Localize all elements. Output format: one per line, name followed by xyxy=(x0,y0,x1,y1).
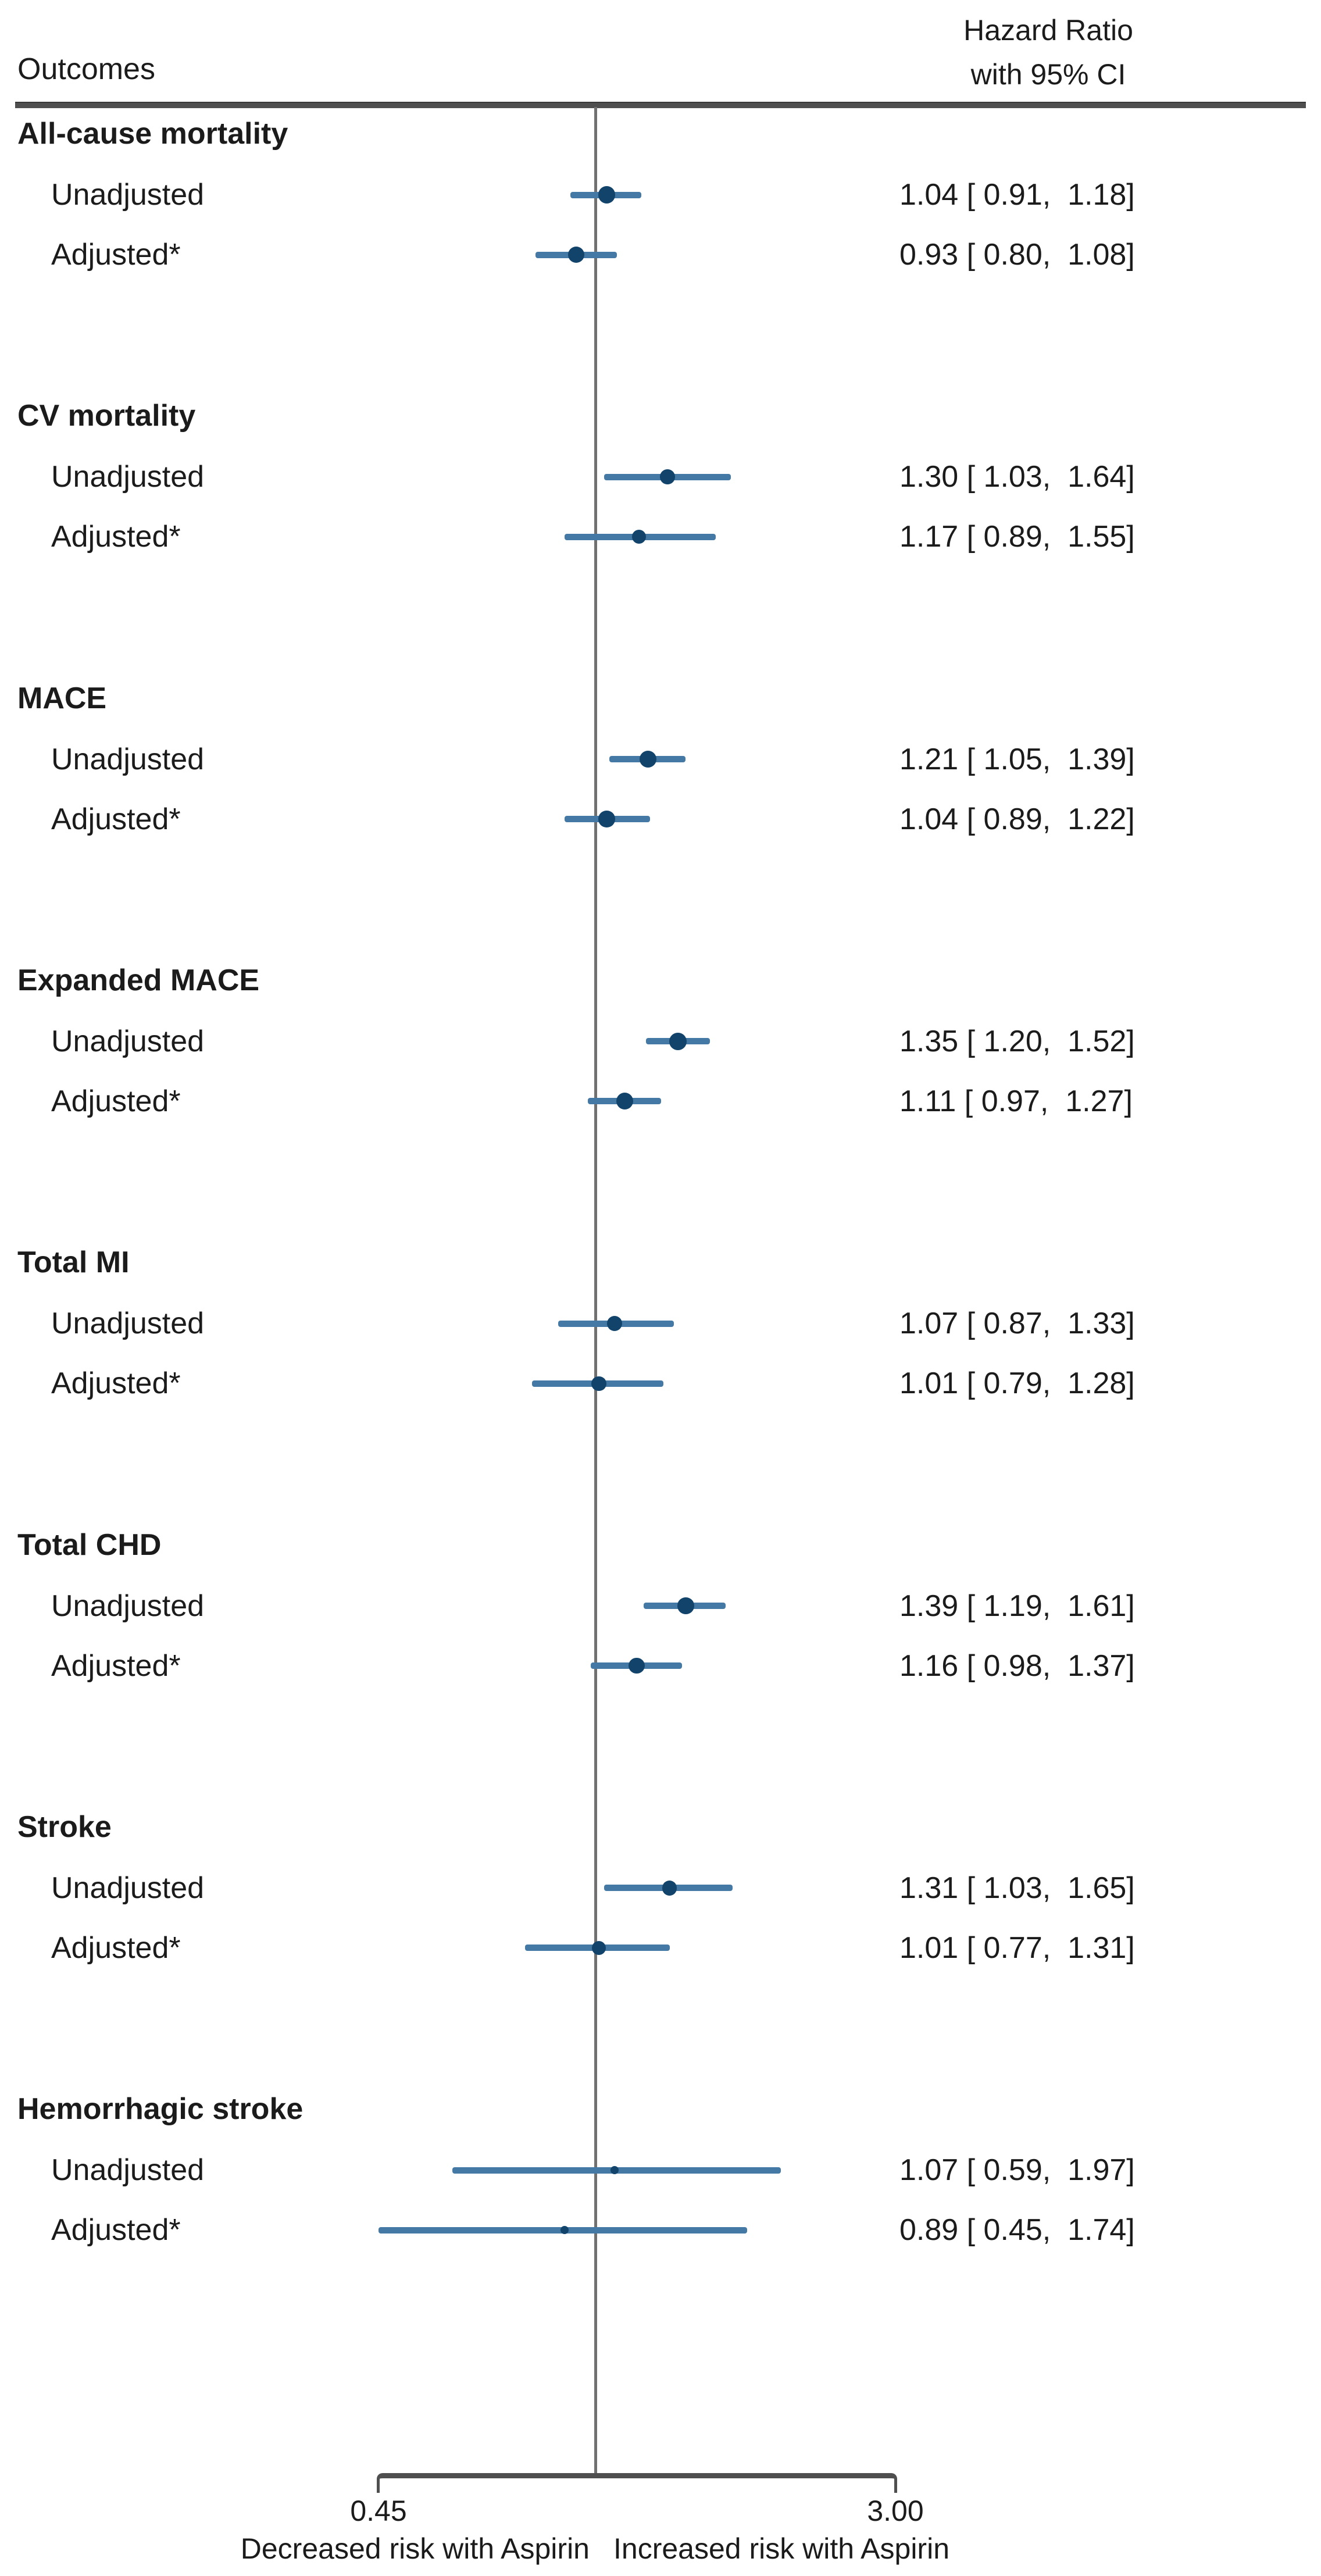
effect-value: 1.30 [ 1.03, 1.64] xyxy=(899,460,1135,494)
point-estimate-marker xyxy=(628,1657,645,1674)
point-estimate-marker xyxy=(591,1376,606,1391)
point-estimate-marker xyxy=(610,2166,619,2175)
row-label: Adjusted* xyxy=(51,1084,181,1118)
x-axis-tick-max: 3.00 xyxy=(867,2495,924,2527)
row-label: Adjusted* xyxy=(51,802,181,836)
effect-value: 1.17 [ 0.89, 1.55] xyxy=(899,520,1135,554)
outcome-group-label: Total CHD xyxy=(17,1528,162,1562)
effect-value: 1.04 [ 0.89, 1.22] xyxy=(899,802,1135,836)
reference-line xyxy=(594,107,597,2473)
row-label: Adjusted* xyxy=(51,1649,181,1683)
effect-value: 1.07 [ 0.59, 1.97] xyxy=(899,2153,1135,2188)
point-estimate-marker xyxy=(606,1316,623,1332)
effect-value: 0.89 [ 0.45, 1.74] xyxy=(899,2213,1135,2247)
point-estimate-marker xyxy=(640,751,656,768)
outcome-group-label: Total MI xyxy=(17,1246,130,1280)
point-estimate-marker xyxy=(598,811,615,827)
point-estimate-marker xyxy=(631,530,646,544)
point-estimate-marker xyxy=(567,246,585,263)
effect-value: 1.16 [ 0.98, 1.37] xyxy=(899,1649,1135,1683)
row-label: Unadjusted xyxy=(51,1871,205,1905)
effect-value: 1.21 [ 1.05, 1.39] xyxy=(899,742,1135,776)
row-label: Adjusted* xyxy=(51,1367,181,1401)
row-label: Unadjusted xyxy=(51,2153,205,2188)
point-estimate-marker xyxy=(591,1940,606,1955)
effect-value: 1.39 [ 1.19, 1.61] xyxy=(899,1589,1135,1623)
point-estimate-marker xyxy=(560,2226,569,2235)
point-estimate-marker xyxy=(677,1597,694,1614)
row-label: Unadjusted xyxy=(51,1589,205,1623)
effect-value: 1.07 [ 0.87, 1.33] xyxy=(899,1307,1135,1341)
outcome-group-label: Hemorrhagic stroke xyxy=(17,2092,304,2127)
point-estimate-marker xyxy=(598,186,616,204)
point-estimate-marker xyxy=(660,469,675,485)
effect-value: 1.01 [ 0.77, 1.31] xyxy=(899,1931,1135,1965)
outcome-group-label: Stroke xyxy=(17,1810,112,1844)
row-label: Adjusted* xyxy=(51,520,181,554)
increased-risk-annotation: Increased risk with Aspirin xyxy=(613,2532,950,2565)
effect-column-header: Hazard Ratio with 95% CI xyxy=(897,8,1199,97)
row-label: Unadjusted xyxy=(51,1024,205,1058)
row-label: Adjusted* xyxy=(51,2213,181,2247)
outcome-group-label: All-cause mortality xyxy=(17,117,288,151)
row-label: Unadjusted xyxy=(51,1307,205,1341)
effect-value: 1.11 [ 0.97, 1.27] xyxy=(899,1084,1133,1118)
outcome-group-label: CV mortality xyxy=(17,399,196,433)
header-rule xyxy=(15,102,1306,108)
effect-value: 1.01 [ 0.79, 1.28] xyxy=(899,1367,1135,1401)
decreased-risk-annotation: Decreased risk with Aspirin xyxy=(240,2532,590,2565)
effect-value: 1.04 [ 0.91, 1.18] xyxy=(899,178,1135,212)
row-label: Unadjusted xyxy=(51,742,205,776)
x-axis xyxy=(377,2473,897,2493)
effect-value: 1.35 [ 1.20, 1.52] xyxy=(899,1024,1135,1058)
point-estimate-marker xyxy=(662,1881,677,1896)
effect-column-header-line2: with 95% CI xyxy=(970,58,1126,91)
effect-value: 0.93 [ 0.80, 1.08] xyxy=(899,238,1135,272)
outcome-group-label: Expanded MACE xyxy=(17,963,260,997)
outcomes-column-header: Outcomes xyxy=(17,52,155,86)
row-label: Unadjusted xyxy=(51,178,205,212)
row-label: Unadjusted xyxy=(51,460,205,494)
row-label: Adjusted* xyxy=(51,238,181,272)
outcome-group-label: MACE xyxy=(17,681,107,715)
effect-value: 1.31 [ 1.03, 1.65] xyxy=(899,1871,1135,1905)
point-estimate-marker xyxy=(669,1033,687,1050)
point-estimate-marker xyxy=(616,1093,633,1110)
row-label: Adjusted* xyxy=(51,1931,181,1965)
x-axis-tick-min: 0.45 xyxy=(350,2495,407,2527)
effect-column-header-line1: Hazard Ratio xyxy=(963,14,1133,47)
